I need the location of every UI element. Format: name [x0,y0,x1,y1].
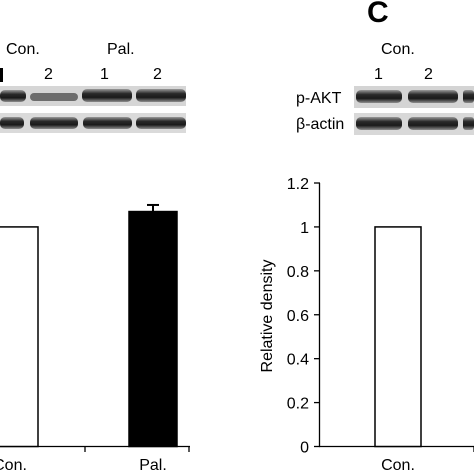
right-blot-p-akt [354,86,474,108]
left-blot-top-band-4 [136,89,186,102]
right-bar-con [374,226,422,448]
right-lane-label-2: 2 [424,66,433,83]
left-bar-con [0,226,39,448]
right-blot-beta-actin-band-1 [356,117,402,130]
left-blot-top-band-3 [82,89,132,102]
right-y-tick-label: 1 [300,220,309,237]
left-lane-label-con-2: 2 [44,66,53,83]
right-blot-beta-actin-band-3 [463,117,474,130]
right-x-tick-label-con: Con. [381,457,415,474]
left-x-tick-label-con: Con. [0,457,27,474]
left-blot-bottom-band-3 [83,117,132,129]
left-lane-label-pal-2: 2 [153,66,162,83]
right-blot-p-akt-band-3 [463,90,474,103]
left-blot-top [0,86,186,106]
right-y-tick-label: 0 [300,440,309,457]
left-group-label-con: Con. [6,41,40,58]
right-blot-p-akt-band-1 [356,90,402,103]
right-blot-p-akt-band-2 [408,90,458,103]
left-blot-bottom-band-1 [0,117,24,129]
right-y-tick-label: 1.2 [287,176,309,193]
right-bar-chart: Con. Relative density 1.2 1 0.8 0.6 0.4 0.2 0 [259,176,474,474]
left-group-label-pal: Pal. [107,41,135,58]
left-lane-label-edge-mark [0,68,3,82]
right-y-tick-label: 0.8 [287,264,309,281]
left-bar-pal [128,210,178,448]
blot-label-p-akt: p-AKT [296,90,342,107]
right-y-tick-label: 0.2 [287,396,309,413]
right-y-tick-label: 0.4 [287,352,309,369]
right-group-label-con: Con. [381,41,415,58]
left-blot-bottom-band-2 [30,117,78,129]
left-x-tick-label-pal: Pal. [139,457,167,474]
panel-letter-c: C [367,0,389,29]
right-blot-beta-actin [354,113,474,135]
left-blot-bottom-band-4 [136,117,186,129]
left-lane-label-pal-1: 1 [100,66,109,83]
left-blot-top-band-1 [0,90,26,102]
right-y-tick-label: 0.6 [287,308,309,325]
right-lane-label-1: 1 [374,66,383,83]
left-blot-bottom [0,113,186,133]
left-bar-chart: Con. Pal. [0,203,190,474]
right-blot-beta-actin-band-2 [408,117,458,130]
right-y-axis-label: Relative density [259,260,276,373]
left-blot-top-band-2 [30,93,78,101]
blot-label-beta-actin: β-actin [296,116,345,133]
